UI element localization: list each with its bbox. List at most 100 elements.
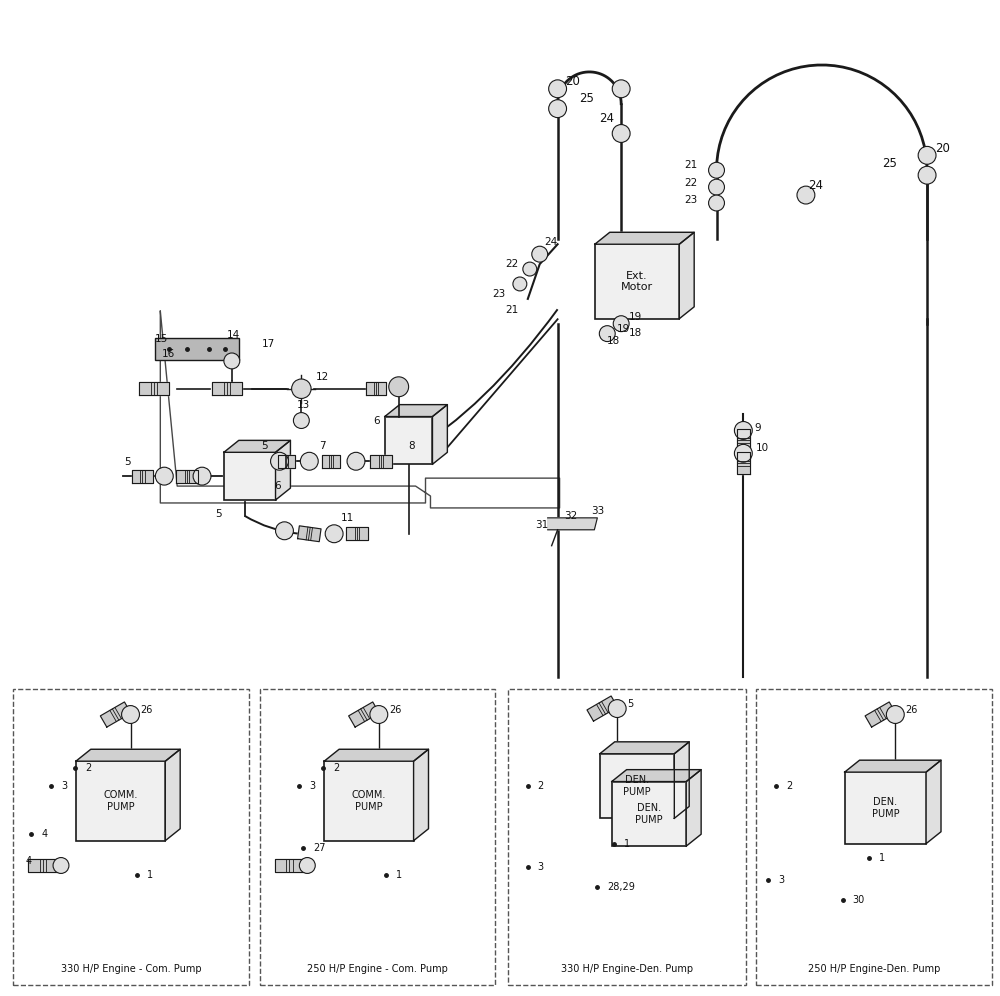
Text: 23: 23 bbox=[492, 289, 505, 299]
Polygon shape bbox=[737, 429, 750, 451]
Text: 5: 5 bbox=[262, 441, 268, 451]
Polygon shape bbox=[278, 455, 295, 468]
Text: 19: 19 bbox=[617, 324, 630, 334]
Bar bbox=[260, 688, 495, 985]
Circle shape bbox=[155, 467, 173, 485]
Text: 7: 7 bbox=[319, 441, 326, 451]
Text: 21: 21 bbox=[685, 160, 698, 170]
Polygon shape bbox=[548, 518, 597, 530]
Polygon shape bbox=[737, 452, 750, 474]
Text: 2: 2 bbox=[538, 781, 544, 791]
Polygon shape bbox=[686, 770, 701, 847]
Polygon shape bbox=[276, 440, 290, 500]
Bar bbox=[324, 761, 414, 841]
Text: 26: 26 bbox=[389, 704, 401, 714]
Text: 14: 14 bbox=[227, 330, 240, 340]
Text: 330 H/P Engine - Com. Pump: 330 H/P Engine - Com. Pump bbox=[61, 964, 201, 974]
Text: 330 H/P Engine-Den. Pump: 330 H/P Engine-Den. Pump bbox=[561, 964, 693, 974]
Text: 2: 2 bbox=[786, 781, 792, 791]
Text: 3: 3 bbox=[778, 875, 784, 885]
Text: 1: 1 bbox=[147, 871, 154, 880]
Bar bbox=[224, 452, 276, 500]
Text: 25: 25 bbox=[882, 156, 897, 169]
Circle shape bbox=[347, 452, 365, 470]
Text: 18: 18 bbox=[629, 328, 642, 338]
Text: 23: 23 bbox=[685, 195, 698, 205]
Polygon shape bbox=[28, 859, 58, 872]
Text: 5: 5 bbox=[125, 457, 131, 467]
Circle shape bbox=[549, 80, 567, 98]
Polygon shape bbox=[139, 382, 169, 395]
Polygon shape bbox=[432, 404, 447, 464]
Text: 31: 31 bbox=[535, 520, 548, 530]
Text: 20: 20 bbox=[935, 141, 950, 155]
Bar bbox=[76, 761, 165, 841]
Text: 250 H/P Engine-Den. Pump: 250 H/P Engine-Den. Pump bbox=[808, 964, 940, 974]
Polygon shape bbox=[349, 702, 379, 727]
Text: 1: 1 bbox=[624, 839, 630, 849]
Circle shape bbox=[734, 444, 752, 462]
Text: 12: 12 bbox=[316, 372, 330, 381]
Polygon shape bbox=[600, 742, 689, 754]
Bar bbox=[756, 688, 992, 985]
Polygon shape bbox=[324, 749, 428, 761]
Circle shape bbox=[122, 705, 139, 723]
Text: 27: 27 bbox=[313, 843, 326, 853]
Text: COMM.
PUMP: COMM. PUMP bbox=[103, 790, 138, 812]
Text: 5: 5 bbox=[627, 698, 633, 708]
Circle shape bbox=[224, 353, 240, 369]
Text: 3: 3 bbox=[309, 781, 315, 791]
Circle shape bbox=[608, 699, 626, 717]
Bar bbox=[13, 688, 249, 985]
Circle shape bbox=[293, 412, 309, 428]
Circle shape bbox=[612, 80, 630, 98]
Polygon shape bbox=[845, 760, 941, 772]
Text: 6: 6 bbox=[373, 415, 379, 425]
Circle shape bbox=[709, 179, 724, 195]
Text: Ext.
Motor: Ext. Motor bbox=[621, 271, 653, 292]
Bar bbox=[845, 772, 926, 844]
Circle shape bbox=[918, 166, 936, 184]
Text: COMM.
PUMP: COMM. PUMP bbox=[352, 790, 386, 812]
Bar bbox=[385, 416, 432, 464]
Circle shape bbox=[599, 326, 615, 342]
Text: 25: 25 bbox=[579, 93, 594, 106]
Polygon shape bbox=[587, 696, 618, 721]
Text: 24: 24 bbox=[545, 237, 558, 247]
Text: 24: 24 bbox=[599, 113, 614, 125]
Text: 13: 13 bbox=[296, 399, 310, 409]
Polygon shape bbox=[385, 404, 447, 416]
Circle shape bbox=[613, 316, 629, 332]
Text: 15: 15 bbox=[154, 334, 168, 344]
Text: DEN.
PUMP: DEN. PUMP bbox=[635, 803, 663, 825]
Bar bbox=[612, 782, 686, 847]
Circle shape bbox=[532, 246, 548, 262]
Bar bbox=[600, 754, 674, 819]
Polygon shape bbox=[414, 749, 428, 841]
Circle shape bbox=[271, 452, 288, 470]
Text: 11: 11 bbox=[341, 513, 354, 523]
Circle shape bbox=[918, 146, 936, 164]
Text: 24: 24 bbox=[808, 178, 823, 191]
Circle shape bbox=[709, 195, 724, 211]
Polygon shape bbox=[679, 232, 694, 319]
Text: DEN.
PUMP: DEN. PUMP bbox=[872, 797, 899, 819]
Circle shape bbox=[299, 858, 315, 873]
Polygon shape bbox=[132, 470, 153, 483]
Circle shape bbox=[886, 705, 904, 723]
Circle shape bbox=[300, 452, 318, 470]
Text: 22: 22 bbox=[505, 259, 518, 269]
Text: 2: 2 bbox=[85, 763, 91, 773]
Circle shape bbox=[292, 379, 311, 398]
Text: 8: 8 bbox=[409, 441, 415, 451]
Polygon shape bbox=[165, 749, 180, 841]
Circle shape bbox=[549, 100, 567, 118]
Bar bbox=[508, 688, 746, 985]
Circle shape bbox=[797, 186, 815, 204]
Circle shape bbox=[612, 124, 630, 142]
Circle shape bbox=[523, 262, 537, 276]
Polygon shape bbox=[865, 702, 896, 727]
Text: 19: 19 bbox=[629, 312, 642, 322]
Circle shape bbox=[513, 277, 527, 291]
Text: 17: 17 bbox=[262, 339, 275, 349]
